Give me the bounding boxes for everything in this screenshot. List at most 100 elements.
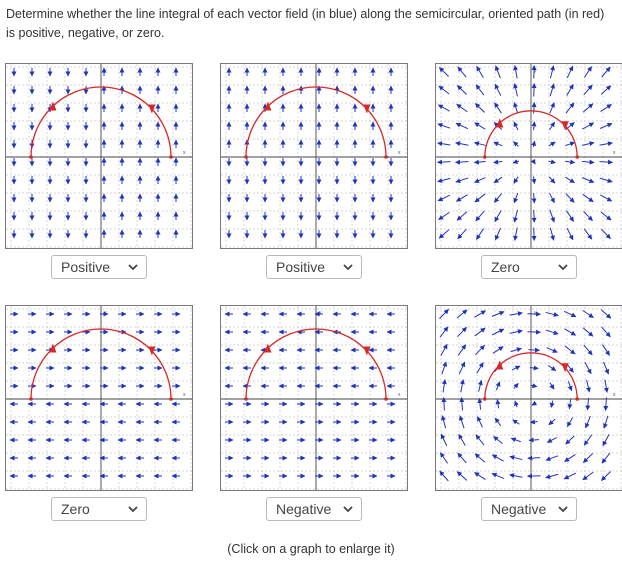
field-arrow [527,455,541,461]
field-arrow [494,65,501,79]
field-arrow [477,397,483,410]
field-arrow [549,227,555,241]
y-axis-label: y [319,310,322,316]
field-arrow [600,471,612,481]
path-end-point [575,155,579,159]
field-arrow [455,159,469,165]
field-arrow [582,327,594,337]
field-arrow [458,415,465,429]
field-arrow [581,141,595,147]
field-arrow [456,211,468,221]
answer-select-6[interactable]: Negative [481,497,577,521]
field-arrow [473,141,486,147]
field-arrow [437,177,451,183]
field-arrow [531,140,537,147]
vector-field-plot-3: xy [436,64,622,248]
field-arrow [473,159,486,165]
path-end-point [384,397,388,401]
field-arrow [513,227,519,241]
path-end-point [169,397,173,401]
x-axis-label: x [183,150,186,156]
field-arrow [528,437,539,443]
field-arrow [545,329,559,335]
field-arrow [441,415,447,429]
field-arrow [456,85,468,95]
field-arrow [548,159,556,165]
field-arrow [601,452,611,464]
field-arrow [494,102,502,114]
field-arrow [510,347,522,353]
answer-select-5[interactable]: Negative [266,497,362,521]
field-arrow [566,227,574,241]
chevron-down-icon [342,260,354,277]
field-arrow [567,399,573,410]
field-arrow [583,434,593,446]
field-arrow [566,417,574,427]
field-arrow [545,311,559,317]
field-arrow [509,473,523,479]
field-arrow [600,85,612,95]
chevron-down-icon [127,502,139,519]
answer-select-1[interactable]: Positive [51,255,147,279]
field-arrow [457,452,467,464]
answer-select-2[interactable]: Positive [266,255,362,279]
field-arrow [458,361,466,375]
field-arrow [566,65,574,79]
answer-select-2-value: Positive [276,259,326,275]
field-arrow [438,211,450,221]
field-arrow [491,472,505,480]
field-arrow [474,453,486,463]
answer-select-4[interactable]: Zero [51,497,147,521]
field-arrow [491,328,505,336]
path-start-point [29,155,33,159]
field-arrow [510,437,521,443]
field-arrow [513,65,519,79]
field-arrow [582,193,594,203]
field-arrow [513,102,519,114]
field-arrow [527,329,541,335]
answer-select-3[interactable]: Zero [481,255,577,279]
field-arrow [545,455,559,462]
semicircle-path [484,110,578,158]
x-axis-label: x [398,150,401,156]
field-arrow [509,455,523,461]
field-arrow [493,159,503,165]
field-arrow [565,159,576,165]
field-arrow [439,326,449,338]
vector-field-plot-5: xy [221,306,407,490]
field-arrow [438,67,449,77]
path-start-point [29,397,33,401]
field-arrow [583,344,593,356]
field-arrow [513,176,519,184]
field-arrow [567,381,573,392]
field-arrow [549,193,555,204]
field-arrow [603,361,610,375]
field-arrow [513,121,519,131]
field-arrow [547,364,557,372]
semicircle-path [245,86,387,158]
field-arrow [548,141,556,147]
field-arrow [513,383,519,389]
x-axis-label: x [183,392,186,398]
field-arrow [458,433,466,446]
question-prompt: Determine whether the line integral of e… [6,7,605,40]
field-arrow [565,102,575,114]
path-end-point [169,155,173,159]
field-arrow [494,363,502,373]
field-arrow [584,362,592,375]
field-arrow [603,379,609,393]
semicircle-path [245,328,387,400]
field-arrow [548,176,556,184]
field-arrow [509,329,523,335]
field-arrow [566,83,574,96]
field-arrow [457,66,467,78]
field-arrow [474,103,486,113]
field-arrow [441,397,447,411]
field-arrow [476,65,484,78]
